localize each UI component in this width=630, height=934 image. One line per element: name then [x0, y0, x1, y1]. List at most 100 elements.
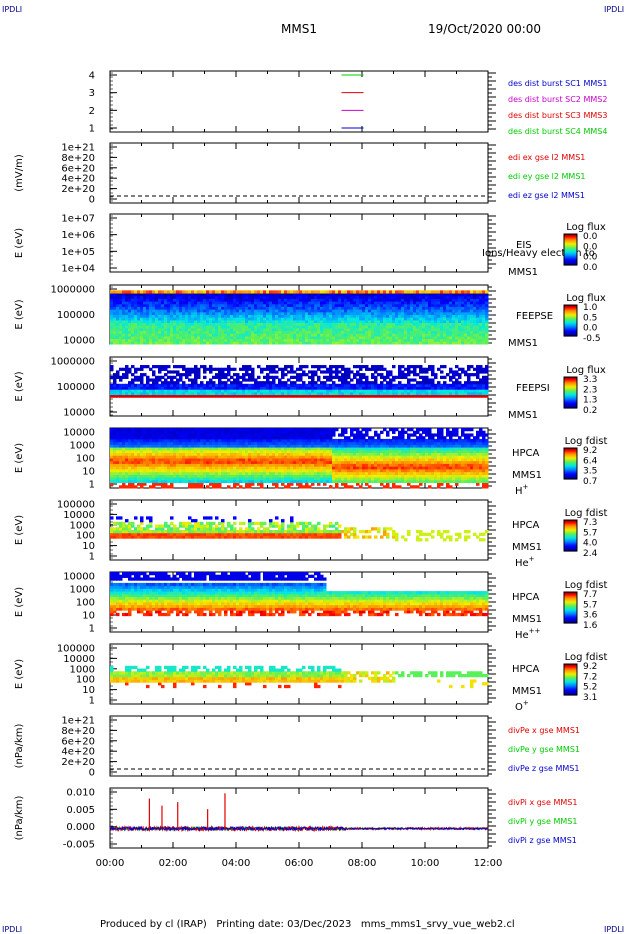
- heatmap-cell: [110, 335, 114, 340]
- heatmap-cell: [353, 373, 357, 377]
- heatmap-cell: [173, 319, 177, 324]
- heatmap-cell: [212, 335, 216, 340]
- heatmap-cell: [299, 311, 303, 315]
- heatmap-cell: [287, 335, 291, 340]
- heatmap-cell: [452, 327, 456, 332]
- heatmap-cell: [281, 319, 285, 324]
- heatmap-cell: [167, 391, 171, 396]
- heatmap-cell: [281, 295, 285, 299]
- heatmap-cell: [260, 301, 264, 305]
- heatmap-cell: [212, 452, 216, 456]
- heatmap-cell: [449, 327, 453, 332]
- heatmap-cell: [155, 436, 159, 440]
- heatmap-cell: [263, 309, 267, 313]
- heatmap-cell: [224, 295, 228, 299]
- heatmap-cell: [110, 441, 114, 445]
- heatmap-cell: [389, 309, 393, 313]
- heatmap-cell: [386, 317, 390, 321]
- heatmap-cell: [230, 319, 234, 324]
- heatmap-cell: [155, 378, 159, 382]
- heatmap-cell: [161, 365, 165, 369]
- heatmap-cell: [353, 327, 357, 332]
- heatmap-cell: [137, 433, 141, 437]
- heatmap-cell: [170, 455, 174, 459]
- heatmap-cell: [467, 367, 471, 371]
- heatmap-cell: [467, 306, 471, 310]
- heatmap-cell: [335, 335, 339, 340]
- heatmap-cell: [179, 391, 183, 396]
- heatmap-cell: [323, 381, 327, 385]
- heatmap-cell: [221, 479, 225, 484]
- heatmap-cell: [458, 325, 462, 329]
- heatmap-cell: [245, 298, 249, 302]
- heatmap-cell: [215, 319, 219, 324]
- heatmap-cell: [308, 389, 312, 393]
- heatmap-cell: [329, 298, 333, 302]
- heatmap-cell: [377, 298, 381, 302]
- heatmap-cell: [380, 383, 384, 387]
- heatmap-cell: [170, 444, 174, 448]
- heatmap-cell: [380, 314, 384, 318]
- heatmap-cell: [137, 447, 141, 451]
- heatmap-cell: [218, 290, 222, 294]
- heatmap-cell: [134, 370, 138, 374]
- heatmap-cell: [413, 333, 417, 337]
- heatmap-cell: [428, 325, 432, 329]
- heatmap-cell: [212, 325, 216, 329]
- heatmap-cell: [116, 436, 120, 440]
- heatmap-cell: [359, 333, 363, 337]
- heatmap-cell: [221, 449, 225, 454]
- heatmap-cell: [269, 330, 273, 334]
- heatmap-cell: [254, 322, 258, 326]
- heatmap-cell: [212, 298, 216, 302]
- heatmap-cell: [188, 301, 192, 305]
- heatmap-cell: [173, 441, 177, 445]
- heatmap-cell: [188, 438, 192, 443]
- heatmap-cell: [278, 391, 282, 396]
- heatmap-cell: [443, 365, 447, 369]
- heatmap-cell: [281, 311, 285, 315]
- heatmap-cell: [299, 309, 303, 313]
- heatmap-cell: [164, 327, 168, 332]
- heatmap-cell: [323, 311, 327, 315]
- heatmap-cell: [359, 389, 363, 393]
- heatmap-cell: [251, 293, 255, 297]
- heatmap-cell: [143, 482, 147, 486]
- heatmap-cell: [452, 314, 456, 318]
- heatmap-cell: [479, 391, 483, 396]
- heatmap-cell: [173, 433, 177, 437]
- heatmap-cell: [275, 391, 279, 396]
- heatmap-cell: [443, 317, 447, 321]
- heatmap-cell: [173, 290, 177, 294]
- heatmap-cell: [329, 389, 333, 393]
- heatmap-cell: [197, 482, 201, 486]
- heatmap-cell: [410, 319, 414, 324]
- heatmap-cell: [146, 325, 150, 329]
- heatmap-cell: [140, 309, 144, 313]
- heatmap-cell: [296, 389, 300, 393]
- heatmap-cell: [200, 306, 204, 310]
- heatmap-cell: [203, 438, 207, 443]
- heatmap-cell: [173, 293, 177, 297]
- heatmap-cell: [254, 325, 258, 329]
- heatmap-cell: [113, 463, 117, 467]
- heatmap-cell: [209, 298, 213, 302]
- heatmap-cell: [362, 335, 366, 340]
- heatmap-cell: [221, 447, 225, 451]
- heatmap-cell: [215, 449, 219, 454]
- colorbar-cell: [564, 235, 577, 237]
- heatmap-cell: [419, 325, 423, 329]
- heatmap-cell: [215, 430, 219, 434]
- heatmap-cell: [290, 314, 294, 318]
- heatmap-cell: [152, 449, 156, 454]
- heatmap-cell: [179, 460, 183, 464]
- heatmap-cell: [128, 389, 132, 393]
- heatmap-cell: [422, 335, 426, 340]
- heatmap-cell: [167, 295, 171, 299]
- heatmap-cell: [374, 303, 378, 307]
- heatmap-cell: [242, 309, 246, 313]
- heatmap-cell: [434, 290, 438, 294]
- heatmap-cell: [341, 330, 345, 334]
- heatmap-cell: [200, 441, 204, 445]
- heatmap-cell: [209, 428, 213, 432]
